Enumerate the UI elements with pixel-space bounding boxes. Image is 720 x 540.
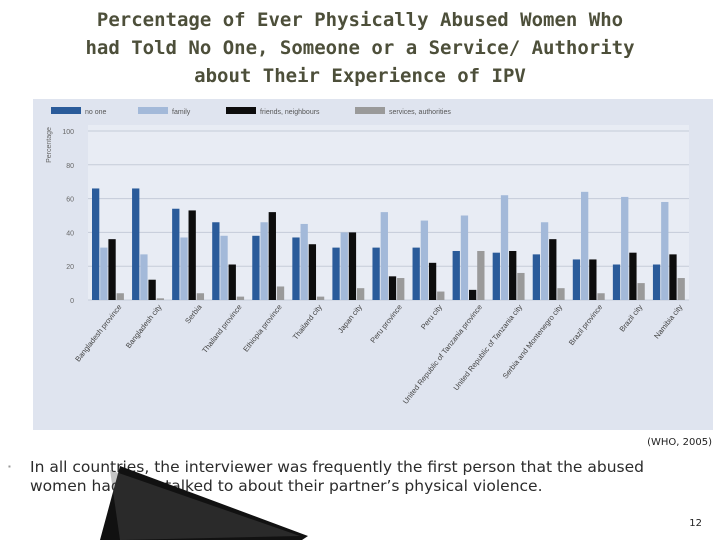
- bar: [637, 283, 645, 300]
- bar: [661, 201, 669, 300]
- bar: [316, 296, 325, 300]
- bar: [532, 254, 541, 300]
- legend-swatch: [51, 107, 81, 114]
- y-tick-label: 0: [70, 298, 74, 305]
- legend-swatch: [226, 107, 256, 114]
- bar: [589, 259, 597, 300]
- y-tick-label: 40: [66, 230, 74, 237]
- bar: [292, 237, 300, 300]
- bar: [557, 288, 565, 300]
- bar: [308, 244, 317, 300]
- bar: [420, 220, 429, 300]
- plot-area: [88, 125, 689, 300]
- bar: [452, 250, 460, 300]
- bar: [108, 239, 116, 300]
- chart-panel: 0 20 40 60 80 100 Percentage no one family friend…: [33, 99, 713, 430]
- bar: [629, 252, 637, 300]
- bar: [212, 222, 220, 300]
- citation: (WHO, 2005): [647, 437, 712, 448]
- bar: [348, 232, 357, 300]
- bar: [581, 191, 589, 300]
- y-tick-label: 80: [66, 163, 74, 170]
- legend-swatch: [138, 107, 168, 114]
- y-tick-label: 60: [66, 197, 74, 204]
- bar: [621, 196, 629, 300]
- bar: [549, 239, 557, 300]
- bullet-marker-icon: ▪: [8, 462, 11, 471]
- bar: [92, 188, 100, 300]
- bar: [397, 278, 405, 300]
- legend-label: no one: [85, 109, 107, 116]
- bar: [492, 252, 500, 300]
- bar: [300, 223, 308, 300]
- legend-label: services, authorities: [389, 109, 451, 116]
- bar: [268, 212, 276, 300]
- bar: [196, 293, 205, 300]
- bar: [357, 288, 365, 300]
- bar: [236, 296, 245, 300]
- slide-title: Percentage of Ever Physically Abused Wom…: [0, 6, 720, 90]
- legend-swatch: [355, 107, 385, 114]
- bar: [180, 237, 188, 300]
- bar: [372, 247, 380, 300]
- bar: [540, 222, 549, 300]
- page-number: 12: [689, 518, 702, 529]
- bar: [132, 188, 140, 300]
- bar: [252, 235, 260, 300]
- bar: [572, 259, 581, 300]
- legend-label: family: [172, 109, 191, 116]
- bar: [677, 278, 685, 300]
- y-axis-label: Percentage: [46, 127, 53, 163]
- bar: [140, 254, 148, 300]
- bar: [332, 247, 340, 300]
- bar: [276, 286, 285, 300]
- bar: [500, 195, 509, 300]
- bar: [188, 210, 196, 300]
- bar: [412, 247, 420, 300]
- bar: [652, 264, 661, 300]
- bar: [116, 293, 124, 300]
- bar: [669, 254, 677, 300]
- bar: [380, 212, 388, 300]
- bar: [148, 279, 156, 300]
- bar: [228, 264, 236, 300]
- bar: [260, 222, 268, 300]
- bar: [156, 298, 164, 300]
- bar: [517, 272, 525, 300]
- y-tick-label: 100: [62, 129, 74, 136]
- bar: [469, 289, 477, 300]
- bar: [509, 250, 517, 300]
- bar: [100, 247, 108, 300]
- title-line-3: about Their Experience of IPV: [194, 65, 526, 87]
- legend-label: friends, neighbours: [260, 109, 320, 116]
- bar: [612, 264, 621, 300]
- title-line-1: Percentage of Ever Physically Abused Wom…: [96, 9, 624, 31]
- bar: [437, 291, 445, 300]
- title-line-2: had Told No One, Someone or a Service/ A…: [85, 37, 635, 59]
- bar: [172, 208, 180, 300]
- bar-chart: 0 20 40 60 80 100 Percentage no one family friend…: [46, 107, 689, 406]
- bar: [597, 293, 605, 300]
- bar: [220, 235, 228, 300]
- bar: [340, 232, 348, 300]
- y-tick-label: 20: [66, 264, 74, 271]
- bar: [460, 215, 469, 300]
- bar: [428, 262, 437, 300]
- bar: [388, 276, 397, 300]
- bar: [477, 250, 485, 300]
